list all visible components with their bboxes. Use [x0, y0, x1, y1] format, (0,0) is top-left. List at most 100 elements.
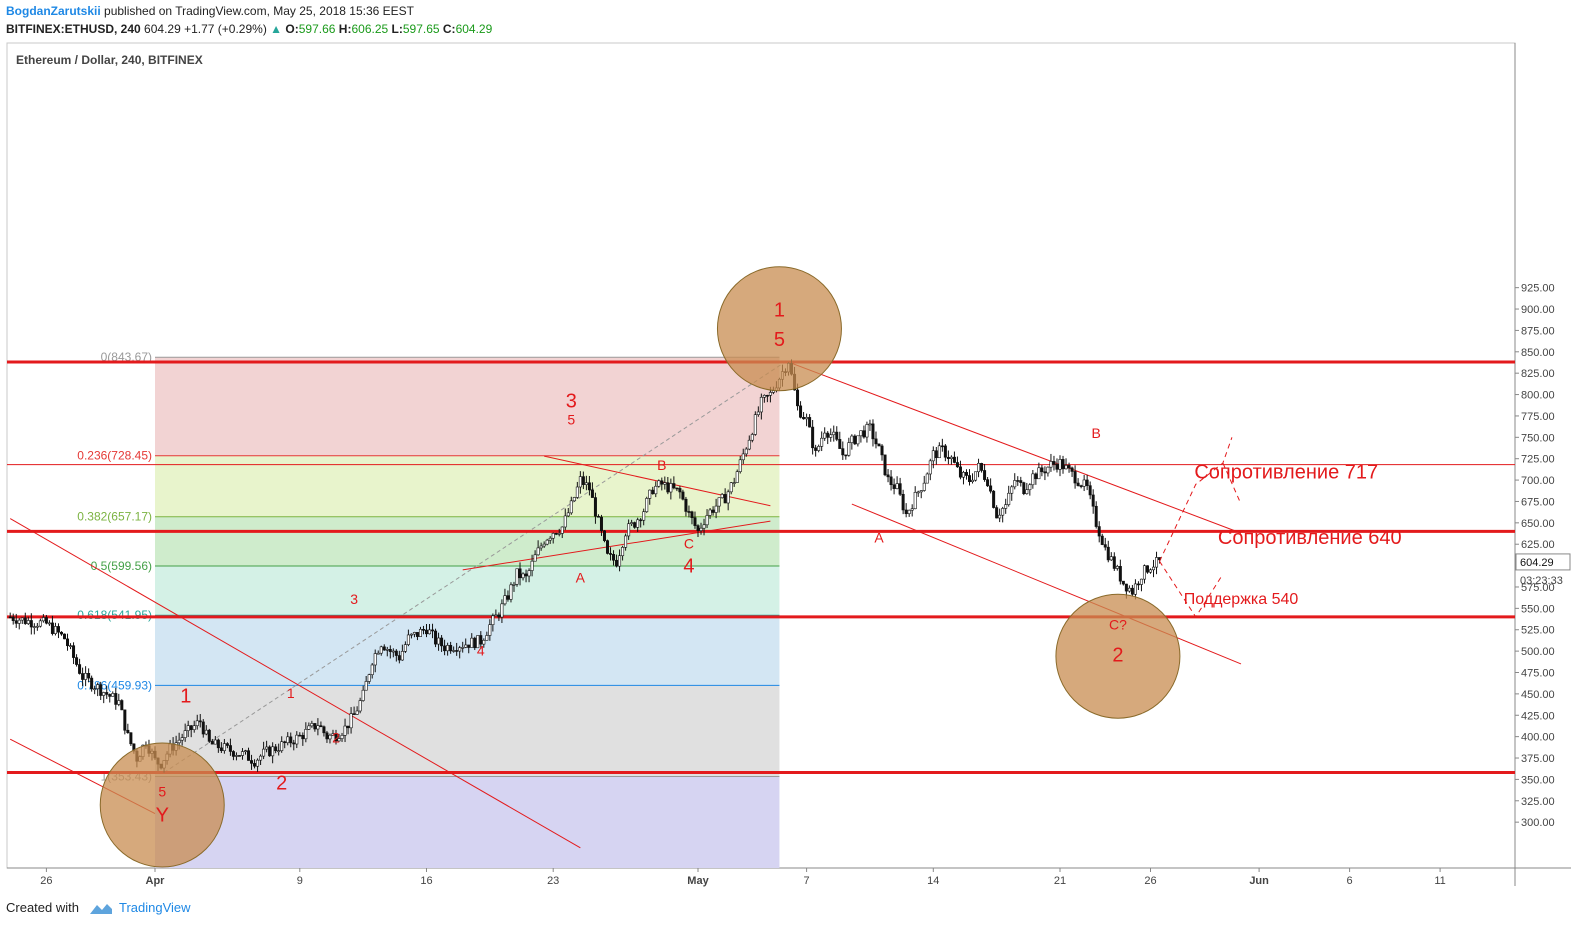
candle-body	[726, 491, 730, 504]
candle-body	[406, 634, 410, 645]
candle-body	[458, 647, 462, 652]
trend-line-2	[544, 455, 771, 507]
candle-body	[90, 677, 94, 690]
candle-body	[443, 645, 447, 652]
candle-body	[735, 471, 739, 483]
candle-body	[29, 620, 33, 628]
candle-body	[937, 445, 941, 459]
candle-body	[805, 417, 809, 420]
candle-body	[473, 637, 477, 649]
fib-label-0.5: 0.5(599.56)	[91, 559, 152, 573]
candle-body	[96, 684, 100, 690]
candle-body	[995, 507, 999, 519]
candle-body	[247, 750, 251, 761]
candle-body	[934, 450, 938, 459]
candle-body	[618, 555, 622, 567]
last-price-tag	[1515, 553, 1571, 571]
candle-body	[557, 533, 561, 535]
x-tick-label: 6	[1347, 875, 1353, 887]
candle-body	[295, 734, 299, 745]
candle-body	[47, 622, 51, 625]
candle-body	[983, 470, 987, 480]
candle-body	[539, 545, 543, 549]
candle-body	[940, 445, 944, 448]
candle-body	[310, 723, 314, 727]
candle-body	[587, 482, 591, 491]
wave-label-7: 4	[683, 555, 694, 577]
footer: Created with TradingView	[6, 900, 191, 915]
x-tick-label: 26	[40, 875, 52, 887]
candle-body	[11, 616, 15, 621]
y-tick-label: 650.00	[1521, 518, 1555, 530]
candle-body	[796, 389, 800, 407]
low-value: 597.65	[402, 22, 440, 36]
candle-body	[765, 394, 769, 397]
wave-circle-2	[99, 742, 225, 868]
x-tick-label: 16	[420, 875, 432, 887]
wave-label-16: A	[874, 530, 884, 546]
candle-body	[1037, 467, 1041, 480]
candle-body	[352, 713, 356, 715]
candle-body	[382, 646, 386, 651]
y-tick-label: 900.00	[1521, 304, 1555, 316]
candle-body	[714, 505, 718, 513]
fib-band-0.5	[155, 565, 780, 616]
candle-body	[1046, 466, 1050, 474]
candle-body	[259, 755, 263, 761]
candle-body	[289, 736, 293, 744]
candle-body	[355, 710, 359, 715]
candle-body	[497, 614, 501, 618]
candle-body	[720, 494, 724, 499]
candle-body	[1127, 587, 1131, 592]
candle-body	[575, 486, 579, 498]
tradingview-link[interactable]: TradingView	[118, 900, 191, 915]
high-value: 606.25	[351, 22, 389, 36]
candle-body	[319, 725, 323, 728]
candle-body	[593, 497, 597, 517]
candle-body	[521, 573, 525, 579]
candle-body	[654, 485, 658, 495]
candle-body	[41, 617, 45, 622]
wave-label-10: 1	[180, 685, 191, 707]
y-tick-label: 800.00	[1521, 390, 1555, 402]
candle-body	[672, 483, 676, 489]
candle-body	[177, 739, 181, 744]
candle-body	[307, 725, 311, 730]
candle-body	[1100, 535, 1104, 545]
candle-body	[826, 432, 830, 438]
candle-body	[853, 435, 857, 445]
wave-label-13: 2	[276, 773, 287, 795]
candle-body	[286, 736, 290, 744]
countdown-label: 03:23:33	[1520, 575, 1563, 587]
candle-body	[621, 547, 625, 557]
candle-body	[711, 509, 715, 513]
candle-body	[998, 514, 1002, 519]
candle-body	[1004, 504, 1008, 509]
candle-body	[105, 692, 109, 695]
candle-body	[708, 509, 712, 516]
candle-body	[340, 734, 344, 739]
candle-body	[1152, 566, 1156, 571]
candle-body	[186, 725, 190, 731]
candle-body	[69, 645, 73, 647]
candle-body	[768, 392, 772, 396]
candle-body	[627, 523, 631, 537]
candle-body	[17, 619, 21, 624]
author-link[interactable]: BogdanZarutskii	[6, 4, 101, 18]
candle-body	[1118, 566, 1122, 582]
candle-body	[877, 443, 881, 447]
x-tick-label: 7	[804, 875, 810, 887]
candle-body	[1019, 480, 1023, 483]
candle-body	[1145, 565, 1149, 573]
annotation-1: Сопротивление 640	[1218, 527, 1402, 549]
candle-body	[250, 760, 254, 764]
candle-body	[1115, 566, 1119, 569]
candle-body	[738, 459, 742, 472]
candle-body	[747, 439, 751, 450]
candle-body	[844, 454, 848, 457]
candle-body	[681, 491, 685, 500]
candle-body	[524, 573, 528, 577]
wave-label-8: 3	[350, 591, 358, 607]
candle-body	[87, 673, 91, 679]
